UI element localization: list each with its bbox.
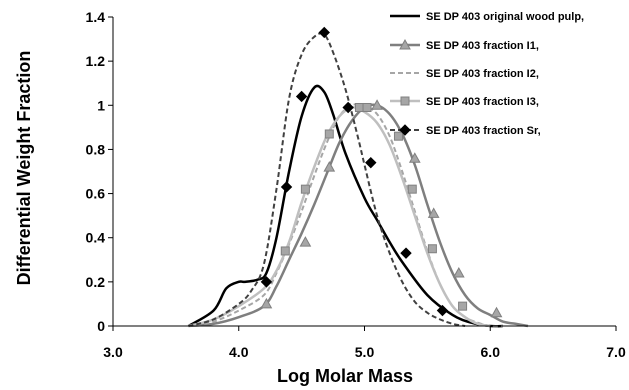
axes: 0 0.2 0.4 0.6 0.8 1 1.2 1.4 3.0 4.0 5.0 6.0 7.0	[86, 9, 626, 360]
series-3-point-2	[324, 129, 334, 139]
series-3-point-3	[354, 102, 364, 112]
legend-label-4: SE DP 403 fraction Sr,	[426, 125, 541, 137]
x-tick-label-0: 3.0	[103, 344, 123, 360]
series-4-point-1	[280, 181, 293, 193]
series-4-point-3	[318, 26, 330, 39]
y-tick-label-2: 0.4	[86, 230, 106, 246]
series-4-point-6	[400, 247, 412, 259]
series-4-point-0	[260, 276, 273, 288]
series-3-point-0	[280, 246, 290, 256]
series-1-point-1	[299, 236, 312, 247]
legend-swatch-marker-3	[400, 96, 410, 106]
series-3-point-4	[362, 102, 372, 112]
series-4-point-2	[295, 90, 308, 103]
legend-swatch-marker-1	[399, 38, 411, 50]
legend-label-2: SE DP 403 fraction I2,	[426, 68, 539, 80]
series-3-point-5	[393, 131, 403, 141]
legend: SE DP 403 original wood pulp, SE DP 403 f…	[390, 11, 584, 137]
series-1-point-4	[408, 152, 421, 163]
series-1-point-5	[427, 207, 440, 218]
plot-markers	[260, 26, 503, 318]
x-tick-label-2: 5.0	[355, 344, 375, 360]
legend-label-0: SE DP 403 original wood pulp,	[426, 11, 584, 23]
legend-swatch-marker-4	[399, 124, 411, 136]
series-4-point-5	[365, 156, 377, 169]
series-4-point-4	[342, 101, 354, 114]
series-1-point-3	[371, 99, 383, 110]
x-axis-title: Log Molar Mass	[277, 366, 413, 386]
y-tick-label-0: 0	[97, 318, 105, 334]
y-tick-label-4: 0.8	[86, 141, 106, 157]
y-tick-label-3: 0.6	[86, 186, 106, 202]
series-line-2	[188, 103, 503, 328]
series-4-point-7	[436, 304, 449, 317]
series-3-point-6	[407, 184, 417, 194]
series-1-point-7	[490, 306, 503, 318]
series-3-point-1	[300, 184, 310, 194]
y-tick-label-6: 1.2	[86, 53, 106, 69]
x-tick-label-4: 7.0	[606, 344, 626, 360]
legend-label-1: SE DP 403 fraction I1,	[426, 40, 539, 52]
y-axis-title: Differential Weight Fraction	[14, 51, 34, 286]
series-line-0	[187, 84, 503, 328]
series-1-point-6	[452, 266, 465, 278]
x-tick-label-1: 4.0	[229, 344, 249, 360]
series-line-4	[188, 32, 466, 327]
series-3-point-7	[427, 244, 437, 254]
y-tick-label-5: 1	[97, 97, 105, 113]
series-1-point-2	[323, 161, 336, 172]
y-tick-label-7: 1.4	[86, 9, 106, 25]
y-tick-label-1: 0.2	[86, 274, 106, 290]
x-tick-label-3: 6.0	[481, 344, 501, 360]
legend-label-3: SE DP 403 fraction I3,	[426, 96, 539, 108]
series-3-point-8	[458, 301, 468, 311]
series-1-point-0	[260, 297, 273, 309]
